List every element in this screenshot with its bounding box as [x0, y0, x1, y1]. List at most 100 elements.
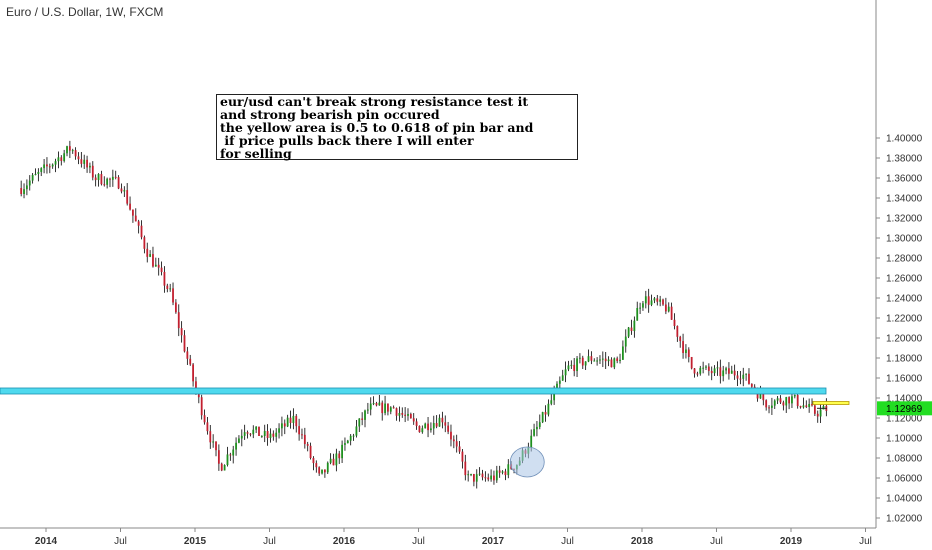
candle	[464, 454, 467, 481]
candle	[346, 439, 349, 444]
candle	[246, 430, 249, 439]
candle	[610, 357, 613, 368]
candle	[533, 423, 535, 437]
candle	[467, 470, 470, 482]
candle	[481, 469, 484, 481]
candle	[172, 282, 174, 306]
candle	[601, 351, 604, 368]
candle	[295, 414, 298, 433]
candle	[664, 297, 667, 315]
candle	[707, 363, 710, 376]
candle	[60, 155, 63, 166]
candle	[447, 421, 450, 435]
time-tick-label: 2015	[184, 536, 207, 547]
candle	[63, 149, 66, 163]
time-tick-label: 2016	[333, 536, 356, 547]
candle	[796, 392, 799, 409]
candle	[430, 422, 432, 433]
candle	[745, 373, 748, 381]
candle	[409, 412, 412, 419]
candle	[788, 396, 790, 410]
candle	[215, 441, 217, 457]
candle	[547, 399, 550, 417]
candle	[690, 356, 693, 370]
candle	[722, 365, 725, 382]
candle	[725, 366, 727, 375]
candle	[696, 371, 699, 377]
candle	[455, 434, 458, 453]
entry-zone	[812, 401, 850, 405]
candle	[490, 469, 492, 482]
candle	[200, 394, 203, 420]
candle	[550, 394, 553, 406]
candle	[581, 355, 584, 370]
candle	[309, 442, 312, 460]
price-tick-label: 1.14000	[886, 394, 923, 405]
candle	[283, 419, 286, 435]
candle	[776, 396, 779, 405]
candle	[123, 186, 126, 197]
candle	[275, 428, 278, 443]
candle	[765, 399, 768, 411]
candle	[607, 356, 610, 367]
candle	[166, 283, 169, 293]
candle	[100, 170, 103, 186]
candle	[186, 346, 189, 365]
candle	[189, 354, 192, 366]
candle	[584, 361, 587, 371]
candle	[415, 418, 418, 430]
candle	[667, 302, 670, 313]
time-tick-label: 2018	[631, 536, 654, 547]
candle	[716, 361, 719, 376]
highlight-circle	[509, 446, 545, 478]
candle	[220, 462, 223, 472]
price-tick-label: 1.30000	[886, 234, 923, 245]
price-tick-label: 1.02000	[886, 514, 923, 525]
candle	[126, 183, 129, 206]
candle	[298, 418, 301, 441]
candle	[770, 397, 773, 415]
candle	[57, 151, 60, 169]
candle	[140, 220, 143, 240]
candle	[558, 376, 561, 389]
candle	[318, 466, 321, 476]
time-tick-label: 2019	[780, 536, 803, 547]
price-tick-label: 1.06000	[886, 474, 923, 485]
candle	[427, 416, 429, 438]
candle	[570, 360, 573, 369]
candle	[412, 413, 415, 425]
candle	[361, 412, 364, 426]
time-axis: 2014 Jul 2015 Jul 2016 Jul 2017 Jul 2018 Jul 2019 J…	[35, 528, 872, 547]
candle	[306, 441, 309, 452]
candle	[226, 446, 229, 467]
candle	[154, 257, 157, 267]
candle	[805, 400, 808, 409]
candle	[358, 418, 361, 432]
candle	[450, 424, 452, 447]
candle	[793, 394, 796, 399]
candle	[501, 470, 504, 475]
candle	[109, 177, 111, 188]
candle	[576, 355, 578, 377]
candle	[381, 400, 384, 421]
candle	[51, 163, 54, 169]
candle	[329, 453, 332, 465]
candle	[395, 407, 398, 421]
candle	[407, 408, 409, 421]
candle	[616, 356, 619, 364]
candle	[232, 445, 235, 464]
candle	[372, 396, 375, 406]
candle	[487, 473, 490, 482]
candle	[662, 298, 664, 306]
candle	[94, 174, 97, 187]
candle	[773, 399, 776, 409]
candle	[739, 370, 742, 385]
candle	[782, 400, 785, 411]
candle	[238, 435, 240, 444]
candle	[255, 426, 258, 434]
candle	[80, 151, 83, 168]
candle	[484, 471, 487, 482]
candle	[223, 464, 226, 471]
candle	[705, 365, 707, 370]
candle	[495, 465, 498, 483]
